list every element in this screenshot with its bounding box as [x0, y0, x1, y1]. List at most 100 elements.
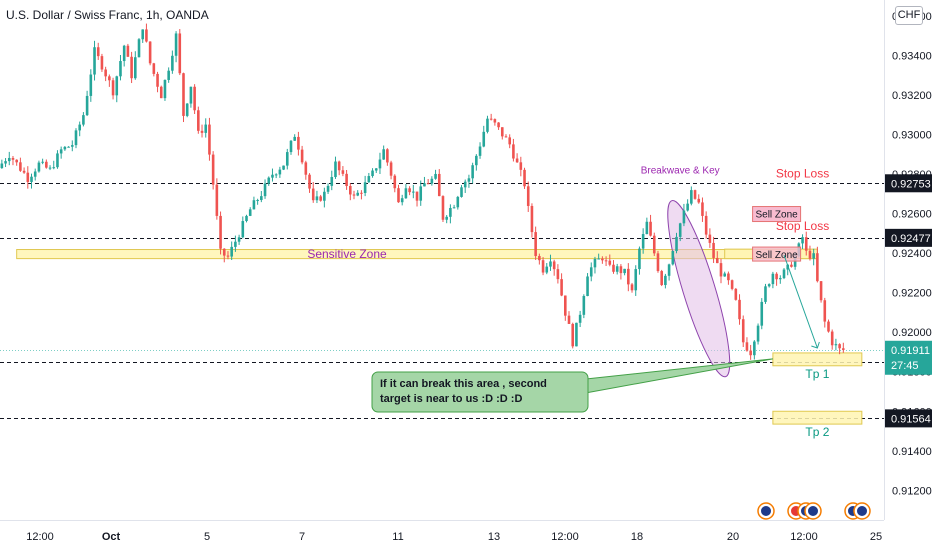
sell-zone-box — [752, 206, 802, 223]
candle-body — [96, 47, 100, 57]
candle-body — [252, 200, 256, 210]
candle-body — [200, 130, 204, 133]
candle-body — [627, 268, 630, 285]
candle-body — [589, 267, 593, 277]
candle-body — [571, 323, 575, 347]
candle-body — [334, 161, 337, 178]
candle-body — [159, 86, 163, 99]
candle-body — [512, 144, 515, 159]
candle-body — [715, 257, 719, 264]
candle-body — [389, 162, 393, 176]
candle-body — [415, 191, 419, 201]
stop-loss-label-2: Stop Loss — [776, 219, 829, 233]
candle-body — [808, 250, 812, 259]
candle-body — [319, 196, 322, 201]
candle-body — [67, 146, 70, 148]
candle-body — [482, 131, 486, 147]
candle-body — [456, 196, 460, 208]
y-tick-label: 0.92600 — [892, 209, 932, 221]
candle-body — [538, 256, 541, 261]
candle-body — [315, 196, 319, 201]
candle-body — [834, 344, 838, 346]
candle-body — [408, 188, 411, 193]
candle-body — [441, 196, 445, 220]
candle-body — [423, 183, 426, 187]
candle-body — [145, 29, 148, 42]
candle-body — [11, 157, 15, 160]
candle-body — [426, 183, 430, 185]
horizontal-levels — [0, 183, 884, 419]
candle-body — [771, 273, 775, 285]
candle-body — [526, 186, 530, 206]
candle-body — [130, 56, 133, 79]
time-axis[interactable]: 12:00 Oct 5 7 11 13 12:00 18 20 12:00 25 — [26, 531, 882, 543]
x-tick-label: 20 — [727, 531, 739, 543]
candle-body — [760, 301, 764, 326]
candle-body — [208, 124, 211, 155]
candle-body — [185, 103, 189, 116]
candles-layer — [0, 23, 845, 360]
candle-body — [819, 281, 823, 301]
candle-body — [226, 255, 230, 257]
candle-body — [33, 171, 37, 177]
candle-body — [108, 76, 111, 81]
candle-body — [337, 161, 341, 171]
candle-body — [404, 188, 408, 199]
level-price-label: 0.92753 — [891, 178, 931, 190]
candle-body — [804, 237, 808, 251]
candle-body — [641, 234, 645, 249]
candle-body — [374, 168, 378, 171]
candle-body — [504, 136, 508, 138]
price-axis[interactable]: 0.936000.934000.932000.930000.928000.926… — [885, 11, 932, 498]
candle-body — [500, 127, 504, 137]
candle-body — [779, 278, 782, 280]
candle-body — [656, 253, 660, 272]
candle-body — [749, 350, 752, 356]
candle-body — [174, 33, 178, 56]
candle-body — [638, 248, 641, 270]
candle-body — [386, 149, 389, 163]
candle-body — [360, 192, 363, 194]
target-arrow — [783, 254, 818, 349]
callout-line-2: target is near to us :D :D :D — [380, 393, 522, 405]
currency-button[interactable]: CHF — [895, 6, 923, 25]
candle-body — [827, 321, 830, 332]
candle-body — [63, 146, 67, 150]
candle-body — [497, 122, 500, 128]
candle-body — [204, 124, 208, 133]
candle-body — [486, 118, 489, 132]
candle-body — [311, 188, 315, 201]
candle-body — [26, 172, 30, 182]
candle-body — [45, 161, 48, 168]
candle-body — [122, 45, 126, 62]
candle-body — [604, 260, 608, 262]
candle-body — [586, 276, 589, 297]
candle-body — [134, 57, 137, 79]
candle-body — [222, 248, 226, 256]
candle-body — [7, 157, 11, 162]
event-icons[interactable] — [757, 502, 871, 520]
x-tick-label: 12:00 — [26, 531, 54, 543]
candle-body — [111, 80, 115, 96]
x-tick-label: 11 — [392, 531, 403, 543]
candle-body — [104, 69, 107, 77]
candle-body — [356, 192, 360, 196]
candle-body — [741, 319, 745, 343]
candle-body — [515, 158, 519, 163]
candle-body — [634, 269, 638, 291]
candle-body — [248, 209, 252, 216]
sell-zone-box-2 — [752, 246, 802, 262]
candle-body — [701, 202, 704, 216]
candle-body — [237, 237, 241, 242]
candle-body — [30, 176, 33, 182]
candle-body — [719, 263, 723, 277]
x-tick-label: 12:00 — [551, 531, 579, 543]
candle-body — [289, 140, 293, 153]
sell-zone-label-2: Sell Zone — [755, 250, 798, 261]
y-tick-label: 0.93000 — [892, 129, 932, 141]
candle-body — [578, 314, 582, 323]
candle-body — [842, 348, 845, 350]
x-tick-label: Oct — [102, 531, 121, 543]
